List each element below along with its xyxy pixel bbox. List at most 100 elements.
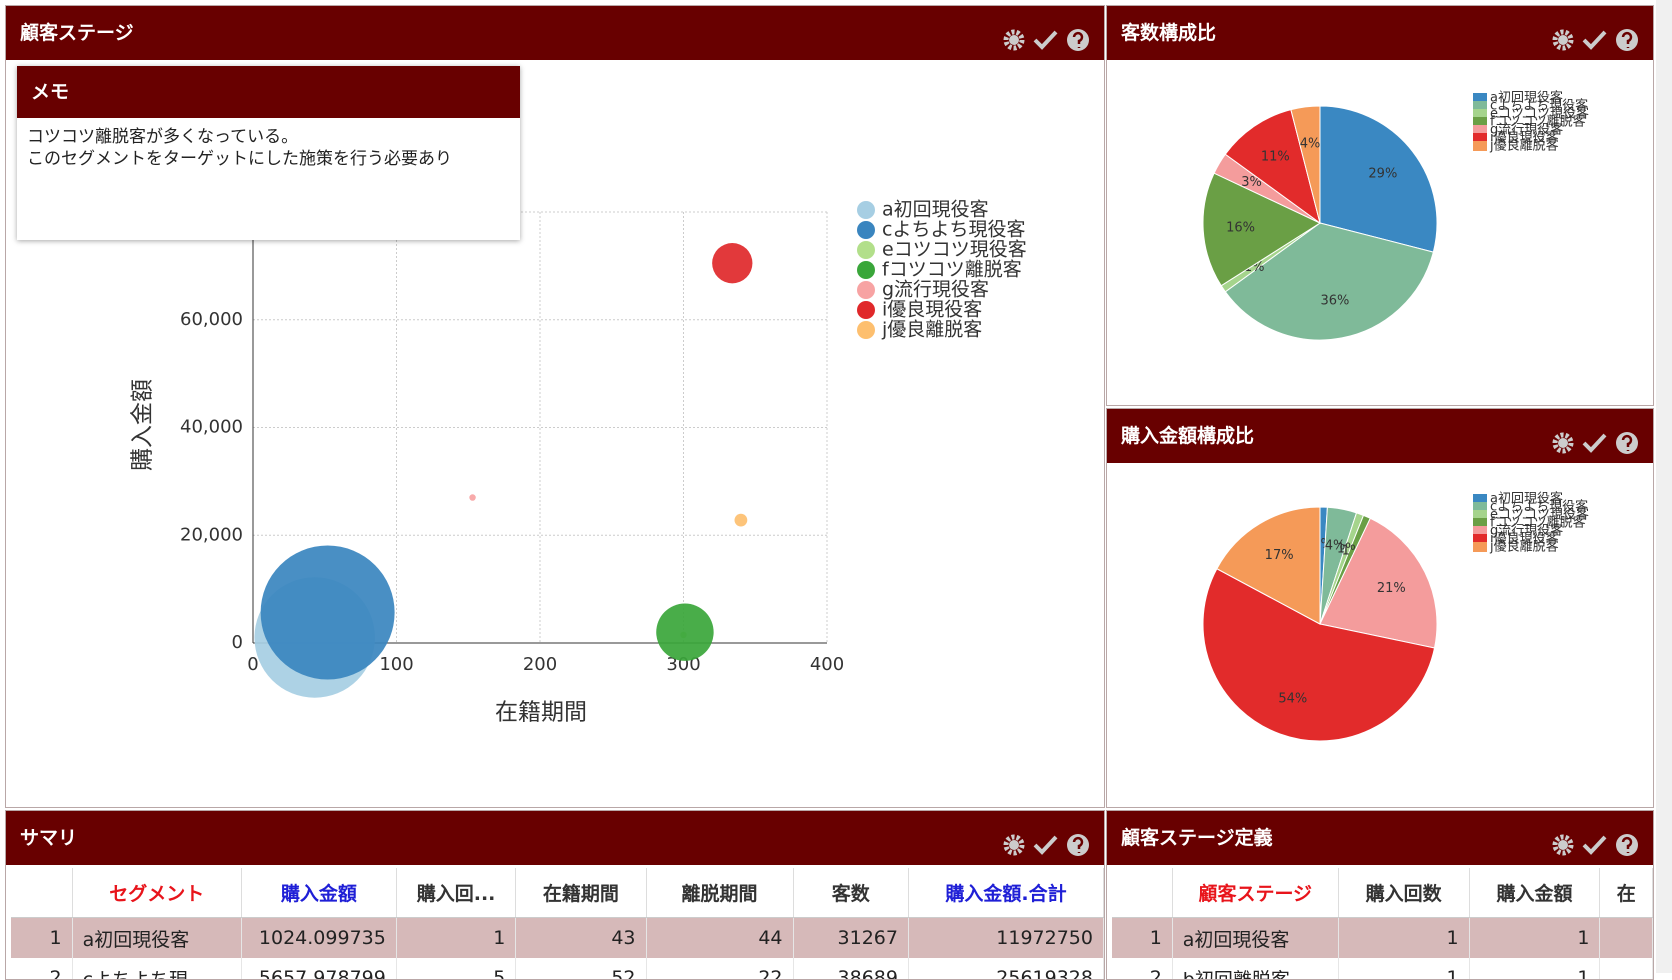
column-header: 在 [1599,868,1653,918]
gear-icon [1552,29,1574,51]
panel-header: 顧客ステージ定義 [1107,811,1653,865]
panel-header: 顧客ステージ [6,6,1104,60]
table-cell: 1 [396,917,517,958]
gear-icon [1552,432,1574,454]
header-icons[interactable] [1551,832,1643,858]
memo-title: メモ [17,66,520,118]
legend-label: cよちよち現役客 [882,219,1025,241]
gear-icon [1003,834,1025,856]
panel-title: 顧客ステージ [20,22,134,44]
x-tick-label: 100 [379,654,413,675]
table-cell: 1 [1338,917,1470,958]
column-header: 客数 [793,868,909,918]
y-tick-label: 0 [232,632,243,653]
column-header: セグメント [72,868,242,918]
table-row[interactable]: 1 a初回現役客 1024.099735 1 43 44 31267 11972750 [11,917,1104,958]
legend-swatch [857,261,875,279]
count-pie-panel: 客数構成比 [1106,5,1654,406]
gear-hub [1009,840,1019,850]
panel-header: サマリ [6,811,1104,865]
help-mark [1621,836,1633,853]
scrollbar[interactable] [1656,0,1672,973]
table-cell: 44 [646,917,794,958]
table-row[interactable]: 1 a初回現役客 1 1 [1112,917,1653,958]
bubble [260,545,395,680]
x-axis-title: 在籍期間 [495,700,587,726]
panel-title: サマリ [20,827,78,849]
header-icons[interactable] [1002,27,1094,53]
column-header: 在籍期間 [515,868,647,918]
column-header: 離脱期間 [646,868,794,918]
bubble [734,513,748,527]
legend-label: fコツコツ離脱客 [882,259,1022,281]
gear-hub [1558,840,1568,850]
table-cell: 25619328 [908,958,1104,979]
panel-title: 顧客ステージ定義 [1121,827,1273,849]
help-mark [1621,31,1633,48]
table-cell: 1 [1469,958,1601,979]
definition-panel: 顧客ステージ定義 顧客ステージ 購入回数 購入金額在 1 a初回現役客 1 1 2 b初回離脱客… [1106,810,1654,980]
table-cell: 5657.978799 [241,958,397,979]
table-cell: 1 [1112,917,1173,958]
column-header: 購入回数 [1338,868,1470,918]
legend-label: eコツコツ現役客 [882,239,1027,261]
gear-icon [1003,29,1025,51]
summary-panel: サマリ セグメント 購入金額 購入回... 在籍期間 離脱期間 客数 購入金額.合計 1 a初回… [5,810,1105,980]
table-cell: 2 [11,958,73,979]
table-cell: 38689 [793,958,909,979]
table-cell: 1 [11,917,73,958]
gear-hub [1558,35,1568,45]
legend-swatch [857,321,875,339]
table-cell: a初回現役客 [1172,917,1339,958]
header-icons[interactable] [1551,430,1643,456]
column-header [11,868,73,918]
data-table: 顧客ステージ 購入回数 購入金額在 1 a初回現役客 1 1 2 b初回離脱客 1 1 [1112,868,1653,979]
legend-swatch [857,241,875,259]
gear-icon [1552,834,1574,856]
column-header: 購入金額 [1469,868,1601,918]
table-cell [1599,958,1653,979]
header-icons[interactable] [1002,832,1094,858]
memo-line: このセグメントをターゲットにした施策を行う必要あり [27,149,452,169]
column-header: 顧客ステージ [1172,868,1339,918]
legend-swatch [857,281,875,299]
y-tick-label: 20,000 [180,524,243,545]
x-tick-label: 0 [247,654,258,675]
table-cell: 1024.099735 [241,917,397,958]
memo: メモ コツコツ離脱客が多くなっている。 このセグメントをターゲットにした施策を行… [17,66,520,240]
data-table: セグメント 購入金額 購入回... 在籍期間 離脱期間 客数 購入金額.合計 1 a初回現役客 1… [11,868,1104,979]
column-header: 購入回... [396,868,517,918]
bubble [469,494,476,501]
legend-label: j優良離脱客 [881,319,982,341]
legend-label: a初回現役客 [882,199,989,221]
table-cell: 43 [515,917,647,958]
legend-label: i優良現役客 [882,299,982,321]
panel-title: 客数構成比 [1121,22,1217,44]
bubble [656,603,714,661]
table-row[interactable]: 2 b初回離脱客 1 1 [1112,958,1653,979]
table-cell: 11972750 [908,917,1104,958]
header-row: セグメント 購入金額 購入回... 在籍期間 離脱期間 客数 購入金額.合計 [11,868,1104,918]
header-icons[interactable] [1551,27,1643,53]
bubble [712,243,753,284]
memo-line: コツコツ離脱客が多くなっている。 [27,127,299,147]
bubble-chart: 0100200300400020,00040,00060,00080,000在籍… [130,199,1027,726]
check-icon [1582,30,1607,50]
y-tick-label: 60,000 [180,309,243,330]
table-cell: 52 [515,958,647,979]
help-mark [1072,836,1084,853]
amount-pie-panel: 購入金額構成比 [1106,408,1654,808]
check-icon [1033,30,1058,50]
help-mark [1621,434,1633,451]
table-cell: b初回離脱客 [1172,958,1339,979]
table-row[interactable]: 2 cよちよち現 5657.978799 5 52 22 38689 25619328 [11,958,1104,979]
gear-hub [1009,35,1019,45]
table-cell [1599,917,1653,958]
panel-title: 購入金額構成比 [1121,425,1255,447]
table-cell: cよちよち現 [72,958,242,979]
table-cell: 22 [646,958,794,979]
help-mark [1072,31,1084,48]
x-tick-label: 200 [523,654,557,675]
memo-body: コツコツ離脱客が多くなっている。 このセグメントをターゲットにした施策を行う必要… [17,118,520,178]
